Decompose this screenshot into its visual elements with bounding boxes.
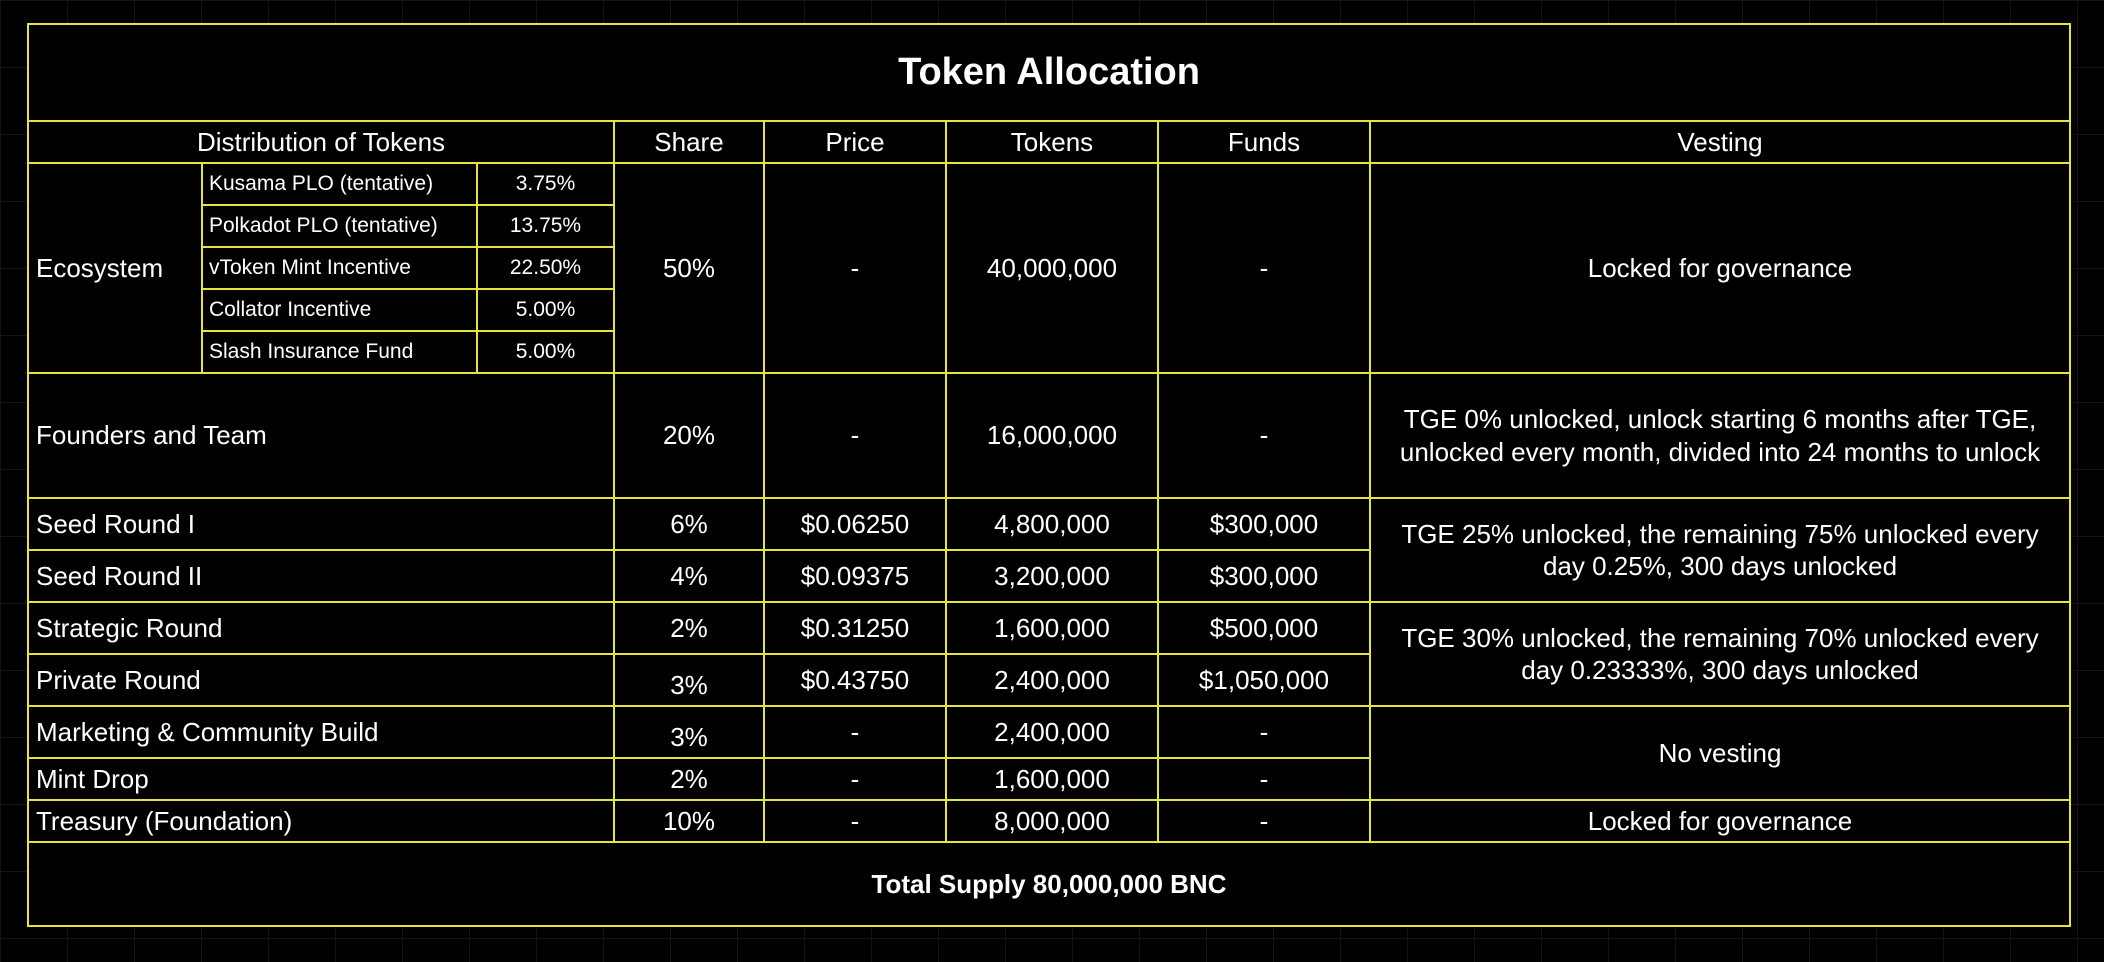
ecosystem-sub-name: Polkadot PLO (tentative) [201, 204, 478, 248]
title-row: Token Allocation [26, 23, 2072, 122]
header-funds: Funds [1157, 120, 1371, 164]
row-funds: $300,000 [1157, 497, 1371, 551]
ecosystem-sub-pct: 22.50% [476, 246, 615, 290]
row-name: Seed Round I [27, 497, 615, 551]
row-share: 6% [613, 497, 765, 551]
row-share: 20% [613, 372, 765, 499]
row-price: $0.43750 [763, 653, 947, 707]
vesting-line: TGE 30% unlocked, the remaining 70% unlo… [1401, 622, 2039, 653]
ecosystem-sub-name: Slash Insurance Fund [201, 330, 478, 374]
ecosystem-tokens: 40,000,000 [945, 162, 1159, 374]
row-share: 2% [613, 757, 765, 801]
row-tokens: 1,600,000 [945, 601, 1159, 655]
row-tokens: 2,400,000 [945, 705, 1159, 759]
header-row: Distribution of Tokens Share Price Token… [27, 120, 2072, 164]
vesting-line: day 0.23333%, 300 days unlocked [1521, 655, 1919, 685]
token-allocation-wrapper: Token Allocation Distribution of Tokens … [26, 23, 2072, 927]
header-price: Price [763, 120, 947, 164]
ecosystem-row: Ecosystem Kusama PLO (tentative) 3.75% 5… [27, 162, 2072, 374]
row-price: - [763, 372, 947, 499]
row-price: $0.31250 [763, 601, 947, 655]
vesting-line: TGE 0% unlocked, unlock starting 6 month… [1403, 404, 2037, 434]
row-funds: - [1157, 372, 1371, 499]
table-title: Token Allocation [26, 23, 2072, 122]
strategic-vesting: TGE 30% unlocked, the remaining 70% unlo… [1368, 601, 2072, 707]
ecosystem-sub-name: vToken Mint Incentive [201, 246, 478, 290]
row-name: Mint Drop [27, 757, 615, 801]
row-tokens: 1,600,000 [945, 757, 1159, 801]
row-price: - [763, 799, 947, 843]
vesting-line: TGE 25% unlocked, the remaining 75% unlo… [1401, 518, 2039, 549]
ecosystem-name: Ecosystem [27, 162, 203, 374]
ecosystem-funds: - [1157, 162, 1371, 374]
row-tokens: 2,400,000 [945, 653, 1159, 707]
row-share: 3% [613, 653, 765, 707]
ecosystem-sub-row: Collator Incentive 5.00% [28, 288, 2070, 332]
row-price: - [763, 757, 947, 801]
row-share: 4% [613, 549, 765, 603]
row-name: Strategic Round [27, 601, 615, 655]
header-share: Share [613, 120, 765, 164]
ecosystem-sub-row: Polkadot PLO (tentative) 13.75% [28, 204, 2070, 248]
ecosystem-sub-row: vToken Mint Incentive 22.50% [28, 246, 2070, 290]
token-allocation-table: Token Allocation Distribution of Tokens … [26, 23, 2072, 927]
vesting-line: day 0.25%, 300 days unlocked [1542, 551, 1898, 581]
founders-vesting: TGE 0% unlocked, unlock starting 6 month… [1368, 372, 2072, 499]
row-share: 10% [613, 799, 765, 843]
row-funds: - [1157, 799, 1371, 843]
marketing-vesting: No vesting [1368, 705, 2072, 801]
treasury-vesting: Locked for governance [1368, 799, 2072, 843]
row-price: $0.06250 [763, 497, 947, 551]
row-tokens: 8,000,000 [945, 799, 1159, 843]
row-funds: - [1157, 705, 1371, 759]
row-share: 3% [613, 705, 765, 759]
strategic-round-row: Strategic Round 2% $0.31250 1,600,000 $5… [27, 601, 2072, 707]
row-name: Private Round [27, 653, 615, 707]
row-price: - [763, 705, 947, 759]
ecosystem-share: 50% [613, 162, 765, 374]
ecosystem-vesting: Locked for governance [1368, 162, 2072, 374]
ecosystem-sub-name: Collator Incentive [201, 288, 478, 332]
vesting-line: unlocked every month, divided into 24 mo… [1399, 436, 2041, 467]
seed-round-1-row: Seed Round I 6% $0.06250 4,800,000 $300,… [27, 497, 2072, 603]
seed-vesting: TGE 25% unlocked, the remaining 75% unlo… [1368, 497, 2072, 603]
row-tokens: 4,800,000 [945, 497, 1159, 551]
private-round-row: Private Round 3% $0.43750 2,400,000 $1,0… [27, 653, 2070, 707]
header-vesting: Vesting [1368, 120, 2072, 164]
row-funds: $500,000 [1157, 601, 1371, 655]
row-funds: $1,050,000 [1157, 653, 1371, 707]
row-tokens: 16,000,000 [945, 372, 1159, 499]
row-name: Treasury (Foundation) [27, 799, 615, 843]
row-share: 2% [613, 601, 765, 655]
ecosystem-sub-pct: 13.75% [476, 204, 615, 248]
total-supply: Total Supply 80,000,000 BNC [26, 841, 2072, 927]
seed-round-2-row: Seed Round II 4% $0.09375 3,200,000 $300… [27, 549, 2070, 603]
row-name: Seed Round II [27, 549, 615, 603]
row-funds: - [1157, 757, 1371, 801]
marketing-row: Marketing & Community Build 3% - 2,400,0… [27, 705, 2072, 801]
treasury-row: Treasury (Foundation) 10% - 8,000,000 - … [27, 799, 2072, 843]
ecosystem-price: - [763, 162, 947, 374]
ecosystem-sub-pct: 5.00% [476, 330, 615, 374]
total-row: Total Supply 80,000,000 BNC [26, 841, 2072, 927]
founders-row: Founders and Team 20% - 16,000,000 - TGE… [27, 372, 2072, 499]
header-distribution: Distribution of Tokens [27, 120, 615, 164]
row-name: Marketing & Community Build [27, 705, 615, 759]
ecosystem-sub-pct: 5.00% [476, 288, 615, 332]
row-price: $0.09375 [763, 549, 947, 603]
row-name: Founders and Team [27, 372, 615, 499]
header-tokens: Tokens [945, 120, 1159, 164]
ecosystem-sub-name: Kusama PLO (tentative) [201, 162, 478, 206]
row-tokens: 3,200,000 [945, 549, 1159, 603]
ecosystem-sub-row: Slash Insurance Fund 5.00% [28, 330, 2070, 374]
row-funds: $300,000 [1157, 549, 1371, 603]
mint-drop-row: Mint Drop 2% - 1,600,000 - [27, 757, 2070, 801]
ecosystem-sub-pct: 3.75% [476, 162, 615, 206]
